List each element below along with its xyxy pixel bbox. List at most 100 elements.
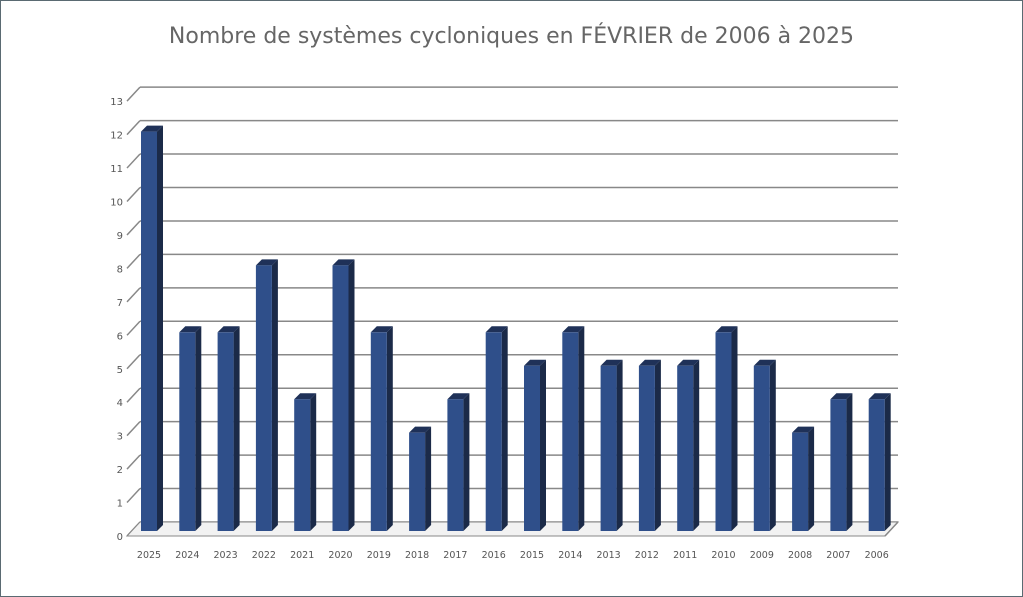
bar-2009 [753,365,770,531]
bar-top [562,326,585,333]
x-tick-label: 2014 [558,550,582,561]
y-tick-connector [126,454,141,470]
bar-side [578,326,585,531]
bar-2012 [638,365,655,531]
bar-2016 [485,332,502,531]
y-tick-label: 12 [110,131,123,142]
x-tick-label: 2008 [788,550,812,561]
y-tick-label: 4 [117,398,123,409]
bar-top [409,426,432,433]
bar-side [693,359,700,531]
bar-top [600,359,623,366]
floor-edge [884,521,899,537]
bar-side [348,259,355,531]
x-tick-label: 2015 [520,550,544,561]
bar-top [255,259,278,266]
x-tick-label: 2009 [750,550,774,561]
bar-side [271,259,278,531]
y-tick-label: 13 [110,97,123,108]
y-tick-connector [126,287,141,303]
bar-top [179,326,202,333]
bar-side [233,326,240,531]
bar-top [332,259,355,266]
y-tick-connector [126,320,141,336]
bar-side [195,326,202,531]
bar-2021 [294,399,311,531]
bar-side [310,393,317,531]
y-tick-label: 1 [117,499,123,510]
chart-floor [125,521,900,537]
bar-side [501,326,508,531]
bar-side [540,359,546,531]
bar-side [616,359,623,531]
y-tick-label: 7 [117,298,123,309]
bar-top [447,393,470,400]
x-tick-label: 2025 [137,550,161,561]
bar-side [884,393,891,531]
bar-top [370,326,393,333]
bar-top [485,326,508,333]
bar-top [792,426,815,433]
x-tick-label: 2023 [214,550,238,561]
y-tick-label: 10 [110,198,123,209]
bar-side [769,359,776,531]
bar-2019 [370,332,387,531]
bar-top [524,359,546,366]
y-tick-label: 2 [117,465,123,476]
x-tick-label: 2018 [405,550,429,561]
bar-2007 [830,399,847,531]
bar-top [753,359,776,366]
y-tick-label: 5 [117,365,123,376]
bar-2015 [524,365,540,531]
y-tick-connector [126,387,141,403]
x-tick-label: 2021 [290,550,314,561]
y-tick-label: 8 [117,264,123,275]
bar-side [386,326,393,531]
x-tick-label: 2010 [711,550,735,561]
bar-2017 [447,399,464,531]
bar-2011 [677,365,694,531]
x-tick-label: 2020 [328,550,352,561]
bar-side [425,426,432,531]
x-tick-label: 2024 [175,550,199,561]
bar-side [157,125,163,531]
y-tick-label: 3 [117,432,123,443]
y-tick-label: 0 [117,532,123,543]
bar-top [715,326,738,333]
y-tick-connector [126,86,141,102]
bar-2013 [600,365,617,531]
bar-side [808,426,815,531]
bar-top [868,393,891,400]
y-tick-connector [126,421,141,437]
chart-title: Nombre de systèmes cycloniques en FÉVRIE… [168,24,855,49]
x-tick-label: 2013 [597,550,621,561]
y-tick-label: 6 [117,331,123,342]
y-tick-connector [126,186,141,203]
y-tick-connector [126,488,141,504]
y-tick-connector [126,120,141,136]
y-tick-label: 11 [110,164,123,175]
x-tick-label: 2011 [673,550,697,561]
bar-side [846,393,853,531]
bar-2023 [217,332,234,531]
bar-2006 [868,399,885,531]
y-tick-connector [126,153,141,169]
bar-top [830,393,853,400]
bar-2010 [715,332,732,531]
bar-side [654,359,661,531]
bar-2018 [409,432,426,531]
bar-2008 [792,432,809,531]
bar-top [141,125,163,132]
bar-2024 [179,332,196,531]
bar-top [294,393,317,400]
x-tick-label: 2006 [865,550,889,561]
y-tick-connector [126,354,141,370]
bar-2022 [255,265,272,531]
bar-2014 [562,332,579,531]
bar-top [677,359,700,366]
x-tick-label: 2007 [826,550,850,561]
bar-top [217,326,240,333]
x-tick-label: 2012 [635,550,659,561]
